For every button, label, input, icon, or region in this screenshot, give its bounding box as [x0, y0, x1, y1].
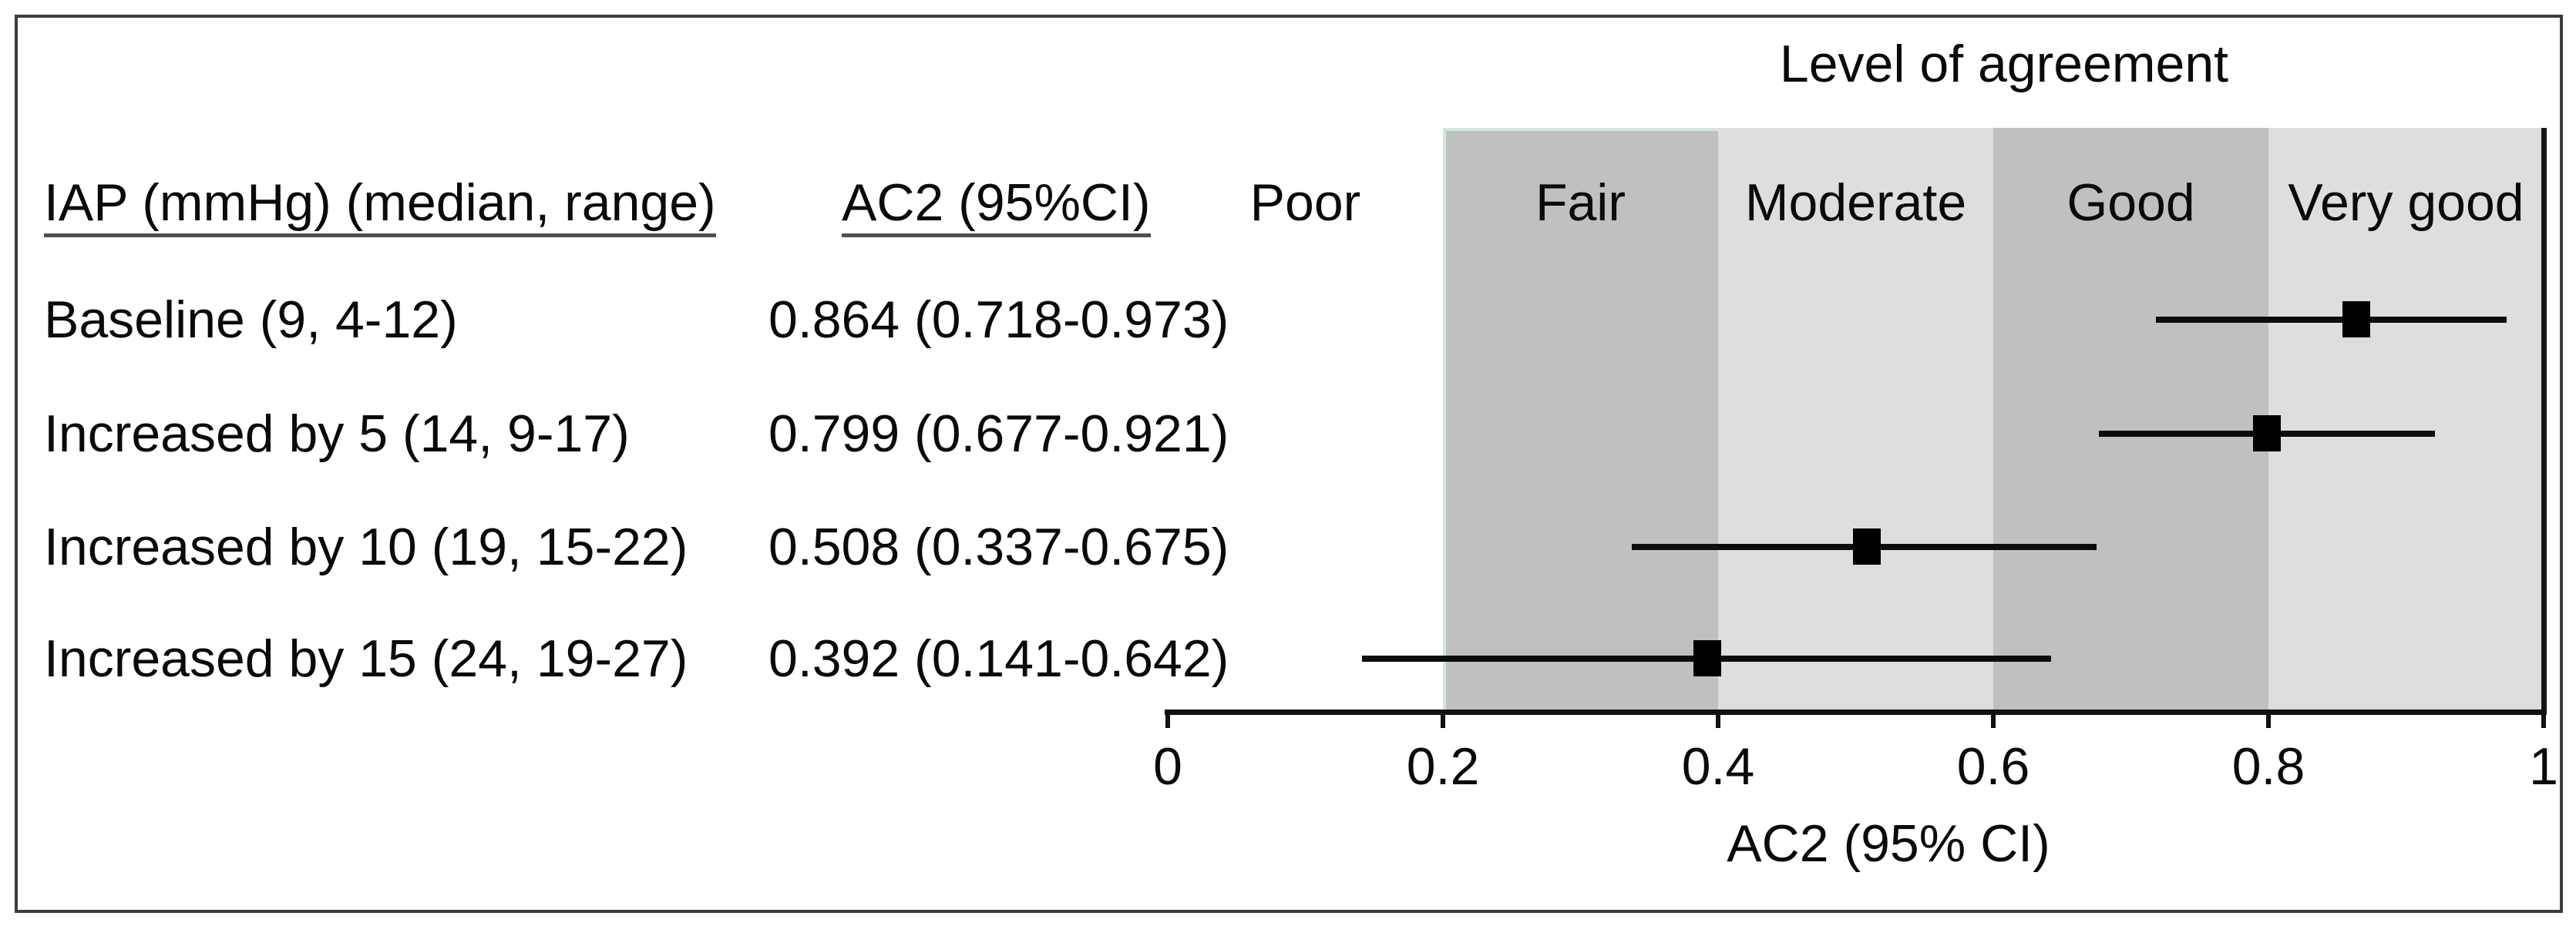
row-label-2: Increased by 5 (14, 9-17) [44, 404, 630, 463]
x-tick-0.2 [1441, 715, 1445, 728]
x-tick-label-0: 0 [1153, 737, 1182, 796]
x-tick-1 [2541, 715, 2546, 728]
row-label-3: Increased by 10 (19, 15-22) [44, 518, 688, 576]
x-axis-label: AC2 (95% CI) [1727, 814, 2050, 873]
table-header-iap: IAP (mmHg) (median, range) [44, 174, 716, 237]
x-tick-0.6 [1991, 715, 1996, 728]
level-label-very-good: Very good [2288, 173, 2524, 232]
x-tick-label-0.8: 0.8 [2231, 737, 2305, 796]
marker-row-1 [2342, 301, 2371, 337]
ci-line-row-1 [2155, 317, 2507, 323]
chart-title: Level of agreement [1779, 35, 2229, 93]
x-tick-label-1: 1 [2529, 737, 2558, 796]
band-very-good [2268, 128, 2544, 713]
marker-row-4 [1693, 640, 1721, 676]
marker-row-3 [1852, 528, 1881, 565]
row-label-4: Increased by 15 (24, 19-27) [44, 629, 688, 688]
row-label-1: Baseline (9, 4-12) [44, 290, 458, 349]
x-tick-0.8 [2266, 715, 2271, 728]
row-value-2: 0.799 (0.677-0.921) [768, 404, 1229, 463]
x-tick-0.4 [1716, 715, 1720, 728]
level-label-fair: Fair [1535, 173, 1626, 232]
plot-right-border-line [2541, 128, 2547, 713]
band-good [1993, 128, 2268, 713]
row-value-1: 0.864 (0.718-0.973) [768, 290, 1229, 349]
marker-row-2 [2253, 415, 2282, 451]
x-tick-label-0.4: 0.4 [1681, 737, 1755, 796]
x-tick-label-0.2: 0.2 [1406, 737, 1480, 796]
x-axis-line [1165, 710, 2547, 715]
row-value-4: 0.392 (0.141-0.642) [768, 629, 1229, 688]
row-value-3: 0.508 (0.337-0.675) [768, 518, 1229, 576]
band-moderate [1718, 128, 1993, 713]
x-tick-0 [1165, 715, 1170, 728]
level-label-good: Good [2067, 173, 2195, 232]
table-header-ac2: AC2 (95%CI) [842, 174, 1151, 237]
band-fair [1443, 128, 1718, 713]
level-label-moderate: Moderate [1744, 173, 1967, 232]
level-label-poor: Poor [1249, 173, 1361, 232]
x-tick-label-0.6: 0.6 [1956, 737, 2030, 796]
